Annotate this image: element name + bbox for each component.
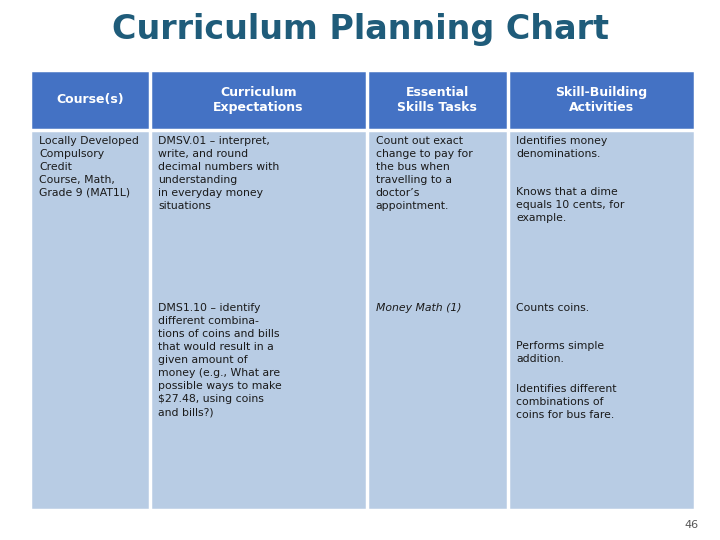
Text: Money Math (1): Money Math (1) (376, 303, 462, 313)
Bar (30, 130, 695, 510)
Text: Skill-Building
Activities: Skill-Building Activities (555, 86, 647, 114)
Text: Identifies money
denominations.: Identifies money denominations. (516, 136, 608, 159)
Text: Knows that a dime
equals 10 cents, for
example.: Knows that a dime equals 10 cents, for e… (516, 187, 625, 223)
Text: Curriculum Planning Chart: Curriculum Planning Chart (112, 13, 608, 46)
Text: Course(s): Course(s) (56, 93, 124, 106)
Text: Locally Developed
Compulsory
Credit
Course, Math,
Grade 9 (MAT1L): Locally Developed Compulsory Credit Cour… (39, 136, 139, 198)
Text: Identifies different
combinations of
coins for bus fare.: Identifies different combinations of coi… (516, 384, 617, 420)
Text: Essential
Skills Tasks: Essential Skills Tasks (397, 86, 477, 114)
Text: DMSV.01 – interpret,
write, and round
decimal numbers with
understanding
in ever: DMSV.01 – interpret, write, and round de… (158, 136, 279, 211)
Text: Performs simple
addition.: Performs simple addition. (516, 341, 604, 364)
Text: Curriculum
Expectations: Curriculum Expectations (213, 86, 304, 114)
Text: Counts coins.: Counts coins. (516, 303, 590, 313)
Text: Count out exact
change to pay for
the bus when
travelling to a
doctor’s
appointm: Count out exact change to pay for the bu… (376, 136, 472, 211)
Text: 46: 46 (684, 520, 698, 530)
Text: DMS1.10 – identify
different combina-
tions of coins and bills
that would result: DMS1.10 – identify different combina- ti… (158, 303, 282, 417)
Bar (30, 70, 695, 130)
